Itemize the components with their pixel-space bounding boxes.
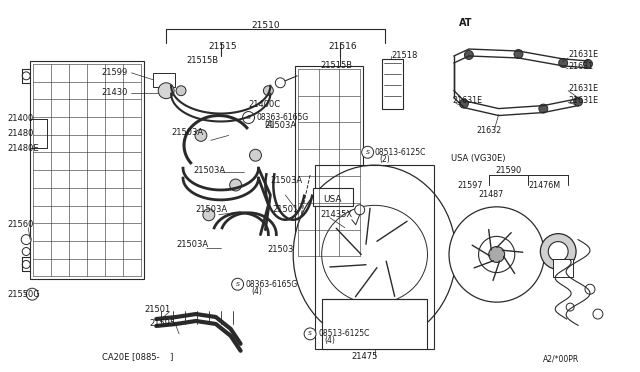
Text: 21560: 21560	[7, 220, 34, 229]
Text: 21400: 21400	[7, 114, 34, 123]
Circle shape	[230, 179, 241, 191]
Text: 21518: 21518	[392, 51, 418, 61]
Text: 21631E: 21631E	[452, 96, 482, 105]
Circle shape	[264, 86, 273, 96]
Text: 21487: 21487	[479, 190, 504, 199]
Text: 21503A: 21503A	[270, 176, 303, 185]
Text: 08363-6165G: 08363-6165G	[246, 280, 298, 289]
Text: (4): (4)	[252, 287, 262, 296]
Text: 21631E: 21631E	[568, 96, 598, 105]
Text: 21515B: 21515B	[186, 57, 218, 65]
Circle shape	[158, 83, 174, 99]
Text: 21480E: 21480E	[7, 144, 39, 153]
Circle shape	[593, 309, 603, 319]
Bar	[30, 61, 145, 279]
Circle shape	[22, 260, 30, 268]
Circle shape	[203, 209, 215, 221]
Text: 21503A: 21503A	[264, 121, 296, 130]
Bar	[153, 73, 175, 87]
Circle shape	[559, 58, 568, 67]
Text: 08363-6165G: 08363-6165G	[257, 113, 308, 122]
Text: (4): (4)	[264, 120, 275, 129]
Circle shape	[540, 234, 576, 269]
Circle shape	[460, 99, 468, 108]
Circle shape	[232, 278, 244, 290]
Bar	[313, 188, 353, 206]
Circle shape	[573, 97, 582, 106]
Text: 21510: 21510	[251, 21, 280, 30]
Text: 21631: 21631	[568, 62, 593, 71]
Circle shape	[449, 207, 544, 302]
Text: 21430: 21430	[102, 88, 128, 97]
Text: CA20E [0885-    ]: CA20E [0885- ]	[102, 352, 173, 361]
Bar	[322, 299, 427, 349]
Text: 21400C: 21400C	[248, 100, 281, 109]
Text: 21515: 21515	[209, 42, 237, 51]
Circle shape	[362, 146, 374, 158]
Text: 08513-6125C: 08513-6125C	[318, 329, 369, 339]
Text: 21501: 21501	[145, 305, 171, 314]
Circle shape	[566, 303, 574, 311]
Text: 21503: 21503	[268, 245, 294, 254]
Text: (2): (2)	[380, 155, 390, 164]
Circle shape	[465, 51, 474, 60]
Text: 21632: 21632	[476, 126, 501, 135]
Circle shape	[355, 205, 365, 215]
Circle shape	[548, 241, 568, 262]
Ellipse shape	[322, 205, 428, 304]
Text: 08513-6125C: 08513-6125C	[374, 148, 426, 157]
Circle shape	[584, 60, 593, 68]
Circle shape	[539, 104, 548, 113]
Bar	[315, 165, 434, 349]
Circle shape	[479, 236, 515, 273]
Text: 21503A: 21503A	[171, 128, 204, 137]
Text: USA: USA	[324, 195, 342, 204]
Text: 21599: 21599	[102, 68, 128, 77]
Circle shape	[21, 235, 31, 244]
Text: S: S	[308, 331, 312, 336]
Text: 21515B: 21515B	[320, 61, 352, 70]
Circle shape	[22, 247, 30, 256]
Ellipse shape	[293, 165, 456, 344]
Text: 21550G: 21550G	[7, 290, 40, 299]
Text: AT: AT	[459, 18, 472, 28]
Circle shape	[585, 284, 595, 294]
Text: 21476M: 21476M	[529, 180, 561, 189]
Text: 21475: 21475	[352, 352, 378, 361]
Bar	[553, 259, 573, 277]
Circle shape	[489, 247, 504, 262]
Text: 21480: 21480	[7, 129, 34, 138]
Circle shape	[250, 149, 262, 161]
Text: 21631E: 21631E	[568, 84, 598, 93]
Text: 21516: 21516	[328, 42, 356, 51]
Circle shape	[304, 328, 316, 340]
Circle shape	[26, 288, 38, 300]
Text: (4): (4)	[324, 336, 335, 345]
Text: 21503A: 21503A	[195, 205, 227, 214]
Text: 21590: 21590	[495, 166, 522, 174]
Text: S: S	[236, 282, 239, 287]
Text: 21631E: 21631E	[568, 51, 598, 60]
Circle shape	[195, 129, 207, 141]
Circle shape	[22, 72, 30, 80]
Circle shape	[243, 112, 255, 124]
Text: S: S	[246, 115, 250, 120]
Circle shape	[176, 86, 186, 96]
Text: A2/*00PR: A2/*00PR	[543, 354, 580, 363]
Text: 21597: 21597	[457, 180, 483, 189]
Bar	[295, 66, 363, 259]
Text: 21595: 21595	[149, 320, 175, 328]
Text: USA (VG30E): USA (VG30E)	[451, 154, 506, 163]
Text: 21435X: 21435X	[320, 210, 352, 219]
Bar	[381, 59, 403, 109]
Circle shape	[275, 78, 285, 88]
Text: 21503A: 21503A	[193, 166, 225, 174]
Circle shape	[514, 49, 523, 58]
Text: 21501: 21501	[273, 205, 299, 214]
Text: S: S	[365, 150, 370, 155]
Text: 21503A: 21503A	[176, 240, 208, 249]
